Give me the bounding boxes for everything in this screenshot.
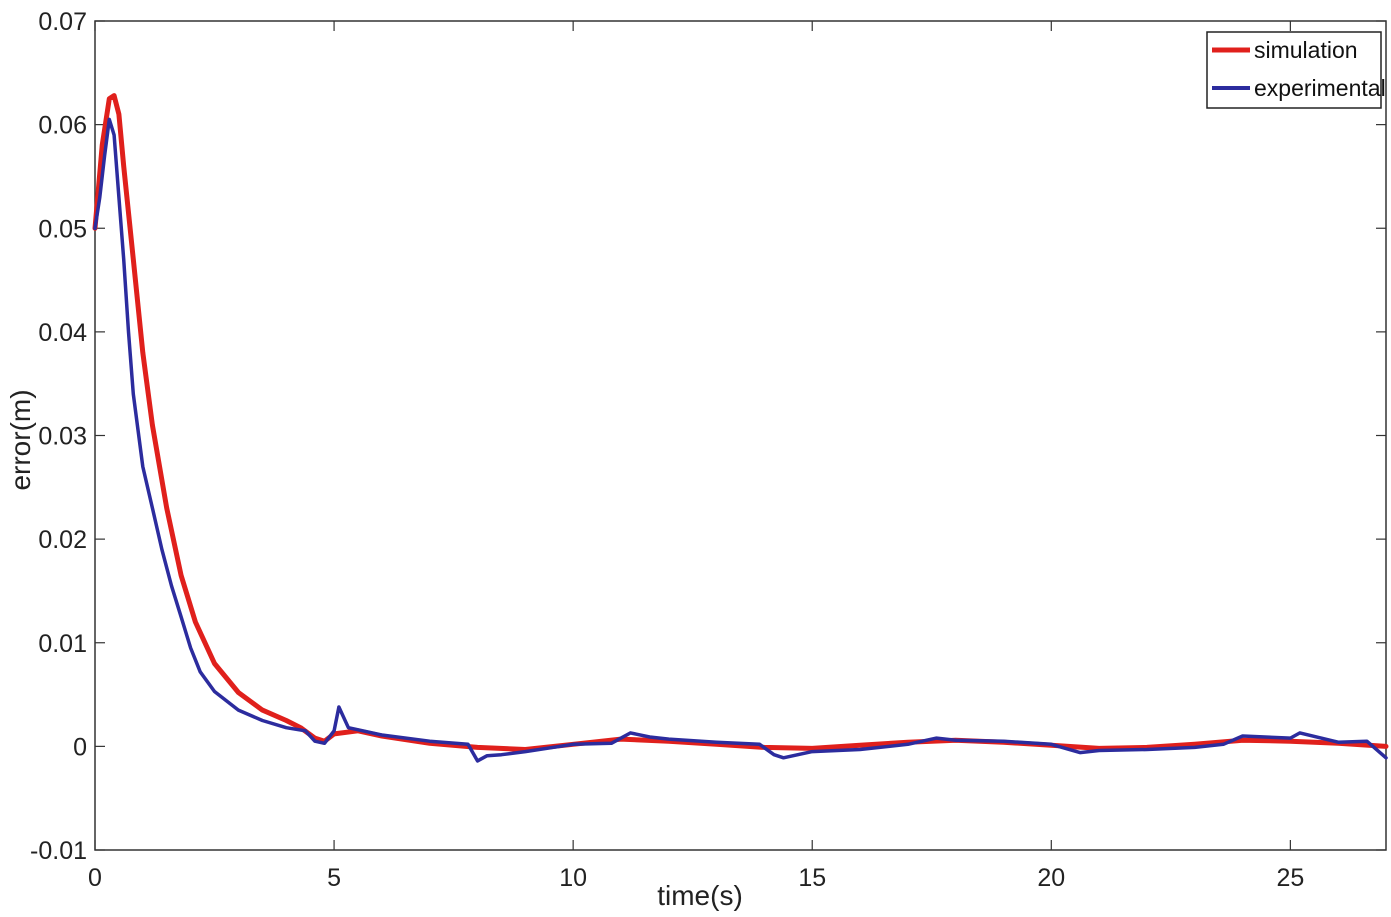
plot-area <box>94 20 1387 851</box>
x-tick-label: 20 <box>1037 864 1065 892</box>
y-tick-label: 0.06 <box>38 112 87 140</box>
legend: simulation experimental <box>1206 31 1386 109</box>
y-tick-label: 0.04 <box>38 319 87 347</box>
legend-box <box>1206 31 1382 109</box>
x-tick-label: 10 <box>559 864 587 892</box>
y-tick-label: 0.02 <box>38 526 87 554</box>
y-tick-label: -0.01 <box>30 837 87 865</box>
y-tick-label: 0.05 <box>38 215 87 243</box>
x-tick-label: 15 <box>798 864 826 892</box>
x-tick-label: 0 <box>88 864 102 892</box>
series-layer <box>92 93 1389 763</box>
y-axis-title: error(m) <box>5 389 36 490</box>
legend-label-experimental: experimental <box>1254 75 1386 101</box>
y-tick-label: 0.01 <box>38 630 87 658</box>
legend-label-simulation: simulation <box>1254 37 1358 63</box>
x-axis-title: time(s) <box>657 880 743 911</box>
y-tick-label: 0.07 <box>38 8 87 36</box>
axis-ticks: 0 5 10 15 20 25-0.0100.010.020.030.040.050.06… <box>30 8 1386 892</box>
y-tick-label: 0 <box>73 733 87 761</box>
y-tick-label: 0.03 <box>38 423 87 451</box>
series-line-experimental <box>93 117 1388 763</box>
x-tick-label: 25 <box>1276 864 1304 892</box>
x-tick-label: 5 <box>327 864 341 892</box>
